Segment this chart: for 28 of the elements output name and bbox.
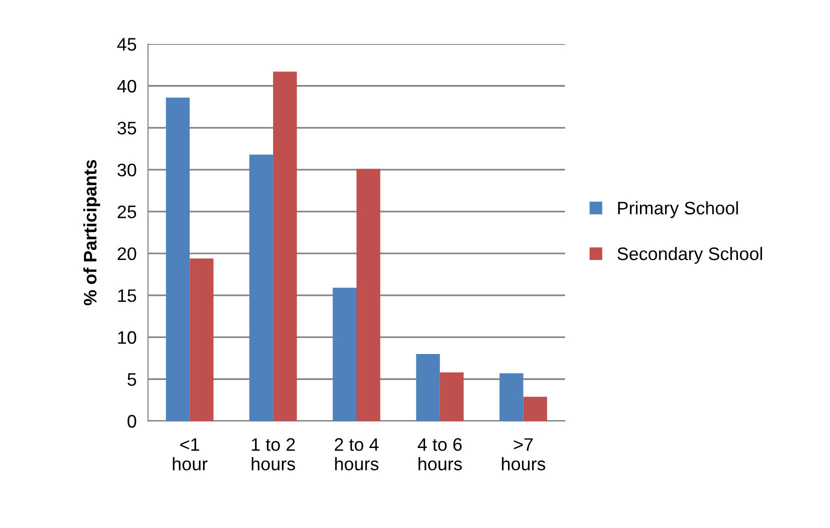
y-tick-label: 10 <box>118 331 136 344</box>
bar <box>440 372 464 421</box>
bar <box>332 288 356 421</box>
y-tick-label: 45 <box>117 38 136 51</box>
y-tick-label: 20 <box>118 247 136 260</box>
y-tick-label: 40 <box>117 80 136 93</box>
bar <box>523 396 548 421</box>
x-tick-label: 4 to 6 hours <box>418 438 462 470</box>
y-tick-label: 0 <box>128 414 136 428</box>
bar <box>190 258 214 421</box>
y-tick-label: 25 <box>118 205 136 218</box>
legend-label: Primary School <box>618 201 738 218</box>
bar <box>500 373 524 421</box>
x-tick-label: >7 hours <box>502 438 546 470</box>
bar <box>416 354 440 421</box>
bar <box>166 98 190 421</box>
bar <box>249 154 274 421</box>
y-tick-label: 30 <box>117 164 136 176</box>
y-tick-label: 5 <box>128 373 136 386</box>
x-tick-label: 2 to 4 hours <box>334 438 379 470</box>
y-tick-label: 35 <box>117 122 136 134</box>
x-tick-label: <1 hour <box>172 438 208 470</box>
legend-label: Secondary School <box>617 246 762 264</box>
x-tick-label: 1 to 2 hours <box>252 438 296 470</box>
bar <box>273 72 297 421</box>
y-tick-label: 15 <box>118 289 136 302</box>
y-axis-title: % of Participants <box>83 160 100 306</box>
bar <box>356 168 380 421</box>
